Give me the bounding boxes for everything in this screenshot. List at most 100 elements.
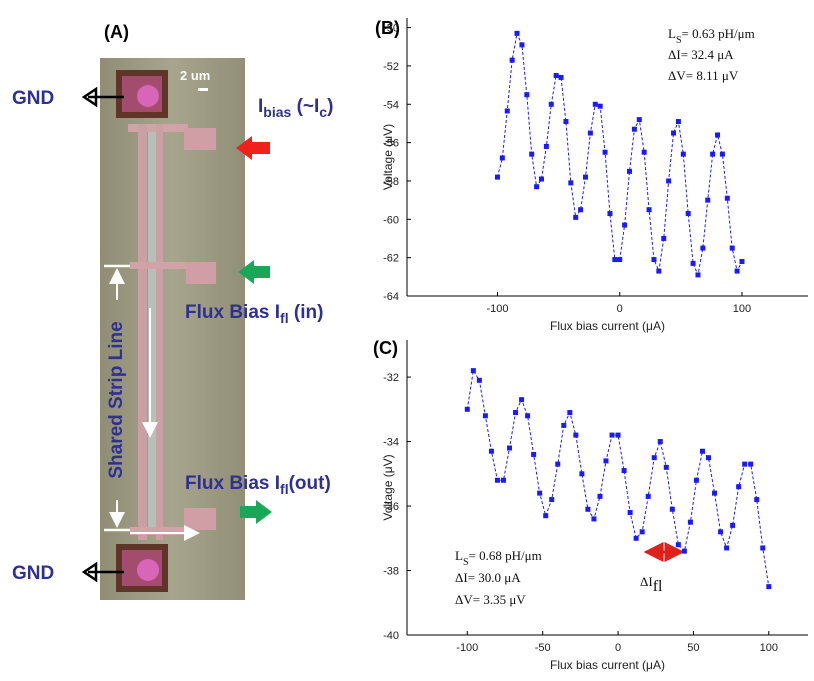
data-point <box>524 92 530 98</box>
subscript: fl <box>653 578 663 595</box>
data-point <box>690 260 696 266</box>
data-point <box>585 506 591 512</box>
data-point <box>627 509 633 515</box>
arrow-label: Shared Strip Line <box>106 321 127 478</box>
arrow-label: Flux Bias Ifl(out) <box>185 473 331 497</box>
y-tick-label: -62 <box>383 253 399 265</box>
text-part: GND <box>12 563 54 584</box>
data-point <box>675 542 681 548</box>
data-point <box>724 195 730 201</box>
x-tick-label: -100 <box>456 642 478 654</box>
annotation: LS= 0.68 pH/μm <box>455 548 542 568</box>
data-point <box>579 471 585 477</box>
data-point <box>724 545 730 551</box>
data-point <box>669 506 675 512</box>
data-point <box>470 368 476 374</box>
data-point <box>754 497 760 503</box>
text-part: (in) <box>289 302 324 323</box>
data-point <box>633 535 639 541</box>
annotation: ΔI= 32.4 μA <box>668 47 734 62</box>
subscript: fl <box>280 481 289 497</box>
subscript: fl <box>280 310 289 326</box>
subscript: S <box>676 35 682 46</box>
y-axis-label: Voltage (μV) <box>381 124 395 190</box>
data-point <box>748 461 754 467</box>
data-point <box>543 143 549 149</box>
data-point <box>504 108 510 114</box>
y-tick-label: -60 <box>383 214 399 226</box>
arrow-label: Flux Bias Ifl (in) <box>185 302 323 326</box>
data-point <box>555 461 561 467</box>
data-point <box>663 464 669 470</box>
data-point <box>500 477 506 483</box>
data-point <box>591 516 597 522</box>
x-tick-label: 50 <box>687 642 699 654</box>
x-tick-label: 0 <box>617 303 623 315</box>
data-point <box>549 497 555 503</box>
data-point <box>482 413 488 419</box>
text-part: ) <box>327 96 333 117</box>
data-point <box>513 410 519 416</box>
data-point <box>553 73 559 79</box>
data-point <box>531 451 537 457</box>
text-part: = 0.68 pH/μm <box>469 548 542 563</box>
text-part: Shared Strip Line <box>106 321 127 478</box>
x-tick-label: -100 <box>486 303 508 315</box>
panel-label: (A) <box>104 22 129 42</box>
data-point <box>525 413 531 419</box>
data-point <box>603 458 609 464</box>
data-point <box>509 57 515 63</box>
x-tick-label: 0 <box>615 642 621 654</box>
annotation: LS= 0.63 pH/μm <box>668 26 755 46</box>
y-tick-label: -54 <box>383 99 399 111</box>
data-point <box>507 445 513 451</box>
data-point <box>597 103 603 109</box>
data-point <box>548 101 554 107</box>
data-point <box>621 468 627 474</box>
subscript: c <box>319 104 327 120</box>
data-point <box>666 178 672 184</box>
data-point <box>705 197 711 203</box>
data-point <box>736 484 742 490</box>
x-tick-label: 100 <box>733 303 751 315</box>
data-point <box>612 257 618 263</box>
data-point <box>651 455 657 461</box>
data-point <box>680 151 686 157</box>
annotation: ΔI= 30.0 μA <box>455 570 521 585</box>
data-point <box>651 257 657 263</box>
text-part: ΔV= 3.35 μV <box>455 592 526 607</box>
period-label: ΔIfl <box>640 574 663 595</box>
data-point <box>719 151 725 157</box>
data-point <box>464 406 470 412</box>
data-point <box>519 42 525 48</box>
data-point <box>739 258 745 264</box>
y-tick-label: -52 <box>383 61 399 73</box>
arrow-label: GND <box>12 88 54 109</box>
data-point <box>712 490 718 496</box>
data-point <box>519 397 525 403</box>
data-point <box>587 130 593 136</box>
y-tick-label: -64 <box>383 291 399 303</box>
text-part: ΔI= 30.0 μA <box>455 570 521 585</box>
panel-label: (B) <box>375 18 400 38</box>
y-tick-label: -34 <box>383 437 399 449</box>
text-part: ΔI= 32.4 μA <box>668 47 734 62</box>
data-point <box>597 493 603 499</box>
data-point <box>685 211 691 217</box>
text-part: Flux Bias I <box>185 302 280 323</box>
indicator-arrows <box>81 86 272 583</box>
data-point <box>715 132 721 138</box>
text-part: (out) <box>289 473 331 494</box>
data-point <box>657 439 663 445</box>
text-part: Flux Bias I <box>185 473 280 494</box>
y-tick-label: -38 <box>383 566 399 578</box>
text-part: (~I <box>291 96 319 117</box>
data-point <box>693 477 699 483</box>
y-tick-label: -58 <box>383 176 399 188</box>
data-point <box>578 207 584 213</box>
data-point <box>592 101 598 107</box>
y-tick-label: -50 <box>383 23 399 35</box>
data-point <box>661 235 667 241</box>
data-point <box>671 130 677 136</box>
